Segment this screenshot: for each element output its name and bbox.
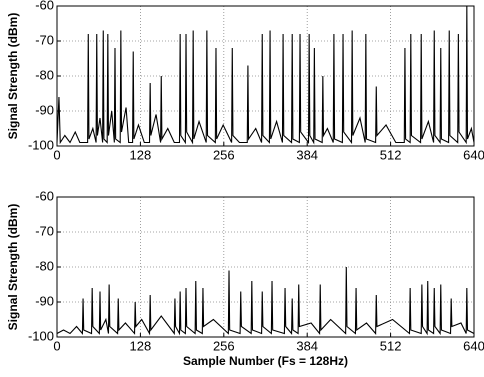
- series-line: [56, 266, 475, 336]
- x-tick-label: 0: [53, 338, 60, 353]
- plot-frame: [56, 5, 475, 147]
- y-axis-label: Signal Strength (dBm): [6, 204, 20, 331]
- x-tick-label: 128: [130, 147, 152, 162]
- x-tick-label: 512: [380, 338, 402, 353]
- y-tick-label: -100: [28, 328, 54, 343]
- y-tick-label: -90: [35, 293, 54, 308]
- series-line: [56, 5, 475, 145]
- x-tick-label: 640: [463, 147, 484, 162]
- y-tick-label: -60: [35, 0, 54, 12]
- y-tick-label: -70: [35, 223, 54, 238]
- y-tick-label: -70: [35, 32, 54, 47]
- y-axis-label: Signal Strength (dBm): [6, 13, 20, 140]
- y-tick-label: -60: [35, 188, 54, 203]
- x-tick-label: 640: [463, 338, 484, 353]
- x-tick-label: 0: [53, 147, 60, 162]
- plot-frame: [56, 196, 475, 338]
- x-tick-label: 384: [296, 338, 318, 353]
- x-tick-label: 512: [380, 147, 402, 162]
- x-tick-label: 384: [296, 147, 318, 162]
- y-tick-label: -80: [35, 67, 54, 82]
- y-tick-label: -80: [35, 258, 54, 273]
- y-tick-label: -100: [28, 137, 54, 152]
- x-tick-label: 256: [213, 147, 235, 162]
- x-tick-label: 128: [130, 338, 152, 353]
- x-axis-label: Sample Number (Fs = 128Hz): [183, 354, 348, 368]
- x-tick-label: 256: [213, 338, 235, 353]
- y-tick-label: -90: [35, 102, 54, 117]
